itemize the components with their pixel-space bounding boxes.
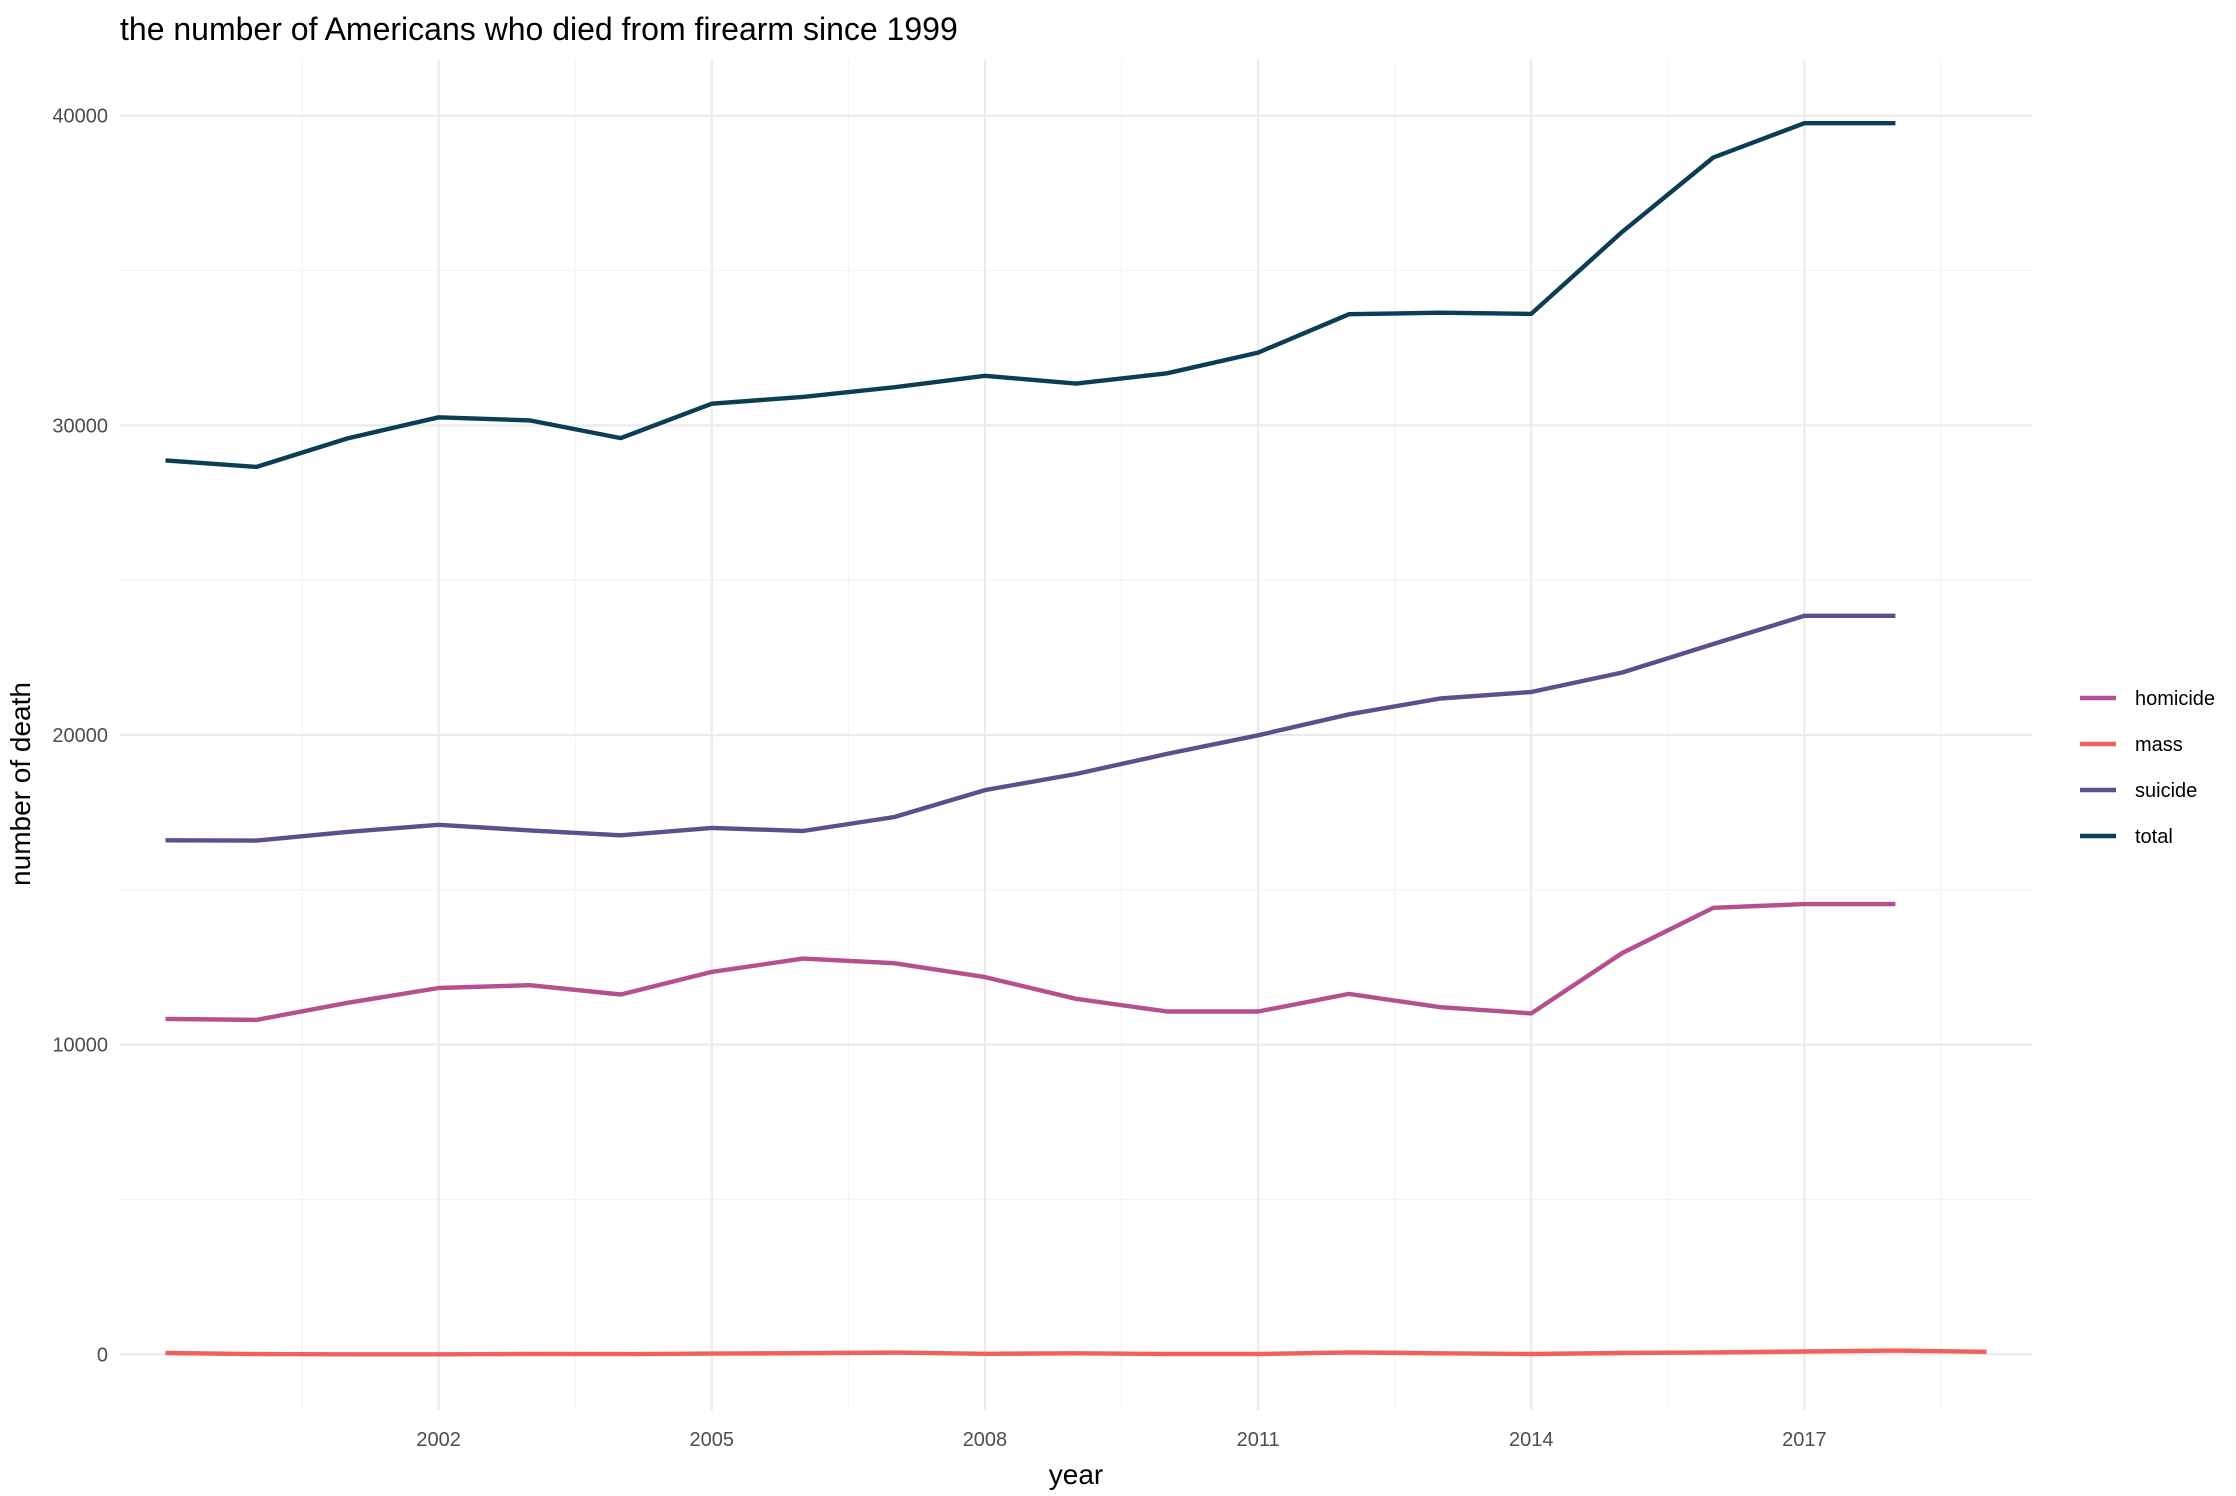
series-line-suicide	[165, 613, 1896, 843]
legend-label-total: total	[2135, 826, 2173, 848]
x-tick-label: 2011	[1237, 1429, 1280, 1451]
x-tick-label: 2005	[690, 1429, 735, 1451]
x-tick-label: 2014	[1509, 1429, 1554, 1451]
x-axis-title: year	[1049, 1459, 1103, 1490]
legend-label-suicide: suicide	[2135, 780, 2197, 802]
y-tick-label: 30000	[52, 415, 108, 437]
legend: homicide mass suicide total	[2080, 688, 2215, 848]
y-tick-label: 40000	[52, 106, 108, 128]
major-gridlines	[120, 60, 2032, 1410]
series-line-mass	[165, 1348, 1987, 1357]
x-tick-label: 2008	[963, 1429, 1008, 1451]
series-lines	[165, 120, 1987, 1357]
legend-label-mass: mass	[2135, 734, 2183, 756]
y-tick-label: 10000	[52, 1035, 108, 1057]
legend-label-homicide: homicide	[2135, 688, 2215, 710]
series-line-total	[165, 120, 1896, 470]
y-tick-label: 20000	[52, 725, 108, 747]
x-tick-label: 2002	[416, 1429, 461, 1451]
y-axis-ticks: 0 10000 20000 30000 40000	[52, 106, 108, 1367]
x-tick-label: 2017	[1782, 1429, 1827, 1451]
y-tick-label: 0	[97, 1344, 108, 1366]
series-line-homicide	[165, 901, 1896, 1023]
chart-title: the number of Americans who died from fi…	[120, 11, 958, 47]
y-axis-title: number of death	[5, 682, 36, 886]
x-axis-ticks: 2002 2005 2008 2011 2014 2017	[416, 1429, 1826, 1451]
plot-area	[120, 60, 2032, 1410]
